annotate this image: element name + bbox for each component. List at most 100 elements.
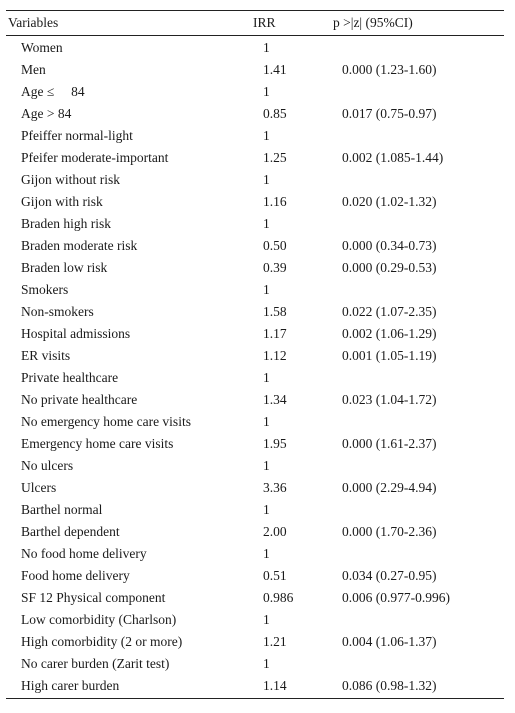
table-row: Braden low risk 0.39 0.000 (0.29-0.53) — [6, 257, 504, 279]
variable-cell: SF 12 Physical component — [21, 590, 166, 605]
table-row: No food home delivery 1 — [6, 543, 504, 565]
table-header-rule — [6, 35, 504, 36]
table-row: Age ≤ 84 1 — [6, 81, 504, 103]
p-value-cell: 0.006 (0.977-0.996) — [342, 590, 450, 605]
header-variables: Variables — [8, 15, 59, 30]
irr-cell: 1 — [263, 84, 270, 99]
table-header-row: Variables IRR p >|z| (95%CI) — [6, 11, 504, 35]
irr-cell: 1 — [263, 370, 270, 385]
table-row: No emergency home care visits 1 — [6, 411, 504, 433]
variable-cell: Private healthcare — [21, 370, 119, 385]
table-row: Barthel normal 1 — [6, 499, 504, 521]
irr-cell: 0.986 — [263, 590, 294, 605]
variable-cell: Age ≤ 84 — [21, 84, 85, 99]
p-value-cell: 0.023 (1.04-1.72) — [342, 392, 437, 407]
irr-cell: 1 — [263, 172, 270, 187]
variable-cell: Hospital admissions — [21, 326, 131, 341]
irr-cell: 1 — [263, 502, 270, 517]
variable-cell: No ulcers — [21, 458, 74, 473]
irr-cell: 1.95 — [263, 436, 287, 451]
p-value-cell: 0.086 (0.98-1.32) — [342, 678, 437, 693]
irr-cell: 1.16 — [263, 194, 287, 209]
variable-cell: Barthel dependent — [21, 524, 120, 539]
table-row: Pfeifer moderate-important 1.25 0.002 (1.0… — [6, 147, 504, 169]
table-row: No carer burden (Zarit test) 1 — [6, 653, 504, 675]
irr-cell: 1 — [263, 656, 270, 671]
p-value-cell: 0.020 (1.02-1.32) — [342, 194, 437, 209]
table-row: Hospital admissions 1.17 0.002 (1.06-1.29) — [6, 323, 504, 345]
p-value-cell: 0.004 (1.06-1.37) — [342, 634, 437, 649]
table-row: No private healthcare 1.34 0.023 (1.04-1.7… — [6, 389, 504, 411]
header-irr: IRR — [253, 15, 276, 30]
table-row: Private healthcare 1 — [6, 367, 504, 389]
variable-cell: Smokers — [21, 282, 69, 297]
irr-cell: 2.00 — [263, 524, 287, 539]
irr-cell: 1.21 — [263, 634, 287, 649]
results-table: Variables IRR p >|z| (95%CI) Women 1 Men 1.… — [6, 10, 504, 699]
irr-cell: 1 — [263, 40, 270, 55]
irr-cell: 1.17 — [263, 326, 287, 341]
variable-cell: Low comorbidity (Charlson) — [21, 612, 177, 627]
table-row: High comorbidity (2 or more) 1.21 0.004 (1… — [6, 631, 504, 653]
irr-cell: 0.50 — [263, 238, 287, 253]
variable-cell: Braden low risk — [21, 260, 108, 275]
p-value-cell: 0.000 (0.34-0.73) — [342, 238, 437, 253]
variable-cell: Age > 84 — [21, 106, 72, 121]
variable-cell: Gijon with risk — [21, 194, 103, 209]
table-row: Women 1 — [6, 37, 504, 59]
irr-cell: 0.39 — [263, 260, 287, 275]
irr-cell: 3.36 — [263, 480, 287, 495]
irr-cell: 1.34 — [263, 392, 287, 407]
table-bottom-rule — [6, 698, 504, 699]
table-row: Braden high risk 1 — [6, 213, 504, 235]
variable-cell: Pfeifer moderate-important — [21, 150, 169, 165]
table-row: Pfeiffer normal-light 1 — [6, 125, 504, 147]
irr-cell: 1.41 — [263, 62, 287, 77]
variable-cell: Food home delivery — [21, 568, 130, 583]
variable-cell: Braden moderate risk — [21, 238, 138, 253]
variable-cell: Ulcers — [21, 480, 57, 495]
irr-cell: 1 — [263, 546, 270, 561]
table-row: Smokers 1 — [6, 279, 504, 301]
table-row: Gijon with risk 1.16 0.020 (1.02-1.32) — [6, 191, 504, 213]
table-row: Men 1.41 0.000 (1.23-1.60) — [6, 59, 504, 81]
p-value-cell: 0.001 (1.05-1.19) — [342, 348, 437, 363]
variable-cell: Barthel normal — [21, 502, 103, 517]
table-row: Low comorbidity (Charlson) 1 — [6, 609, 504, 631]
header-p-value: p >|z| (95%CI) — [333, 15, 413, 30]
variable-cell: Pfeiffer normal-light — [21, 128, 133, 143]
p-value-cell: 0.017 (0.75-0.97) — [342, 106, 437, 121]
irr-cell: 1 — [263, 612, 270, 627]
table-row: Barthel dependent 2.00 0.000 (1.70-2.36) — [6, 521, 504, 543]
p-value-cell: 0.034 (0.27-0.95) — [342, 568, 437, 583]
irr-cell: 1 — [263, 458, 270, 473]
table-row: Braden moderate risk 0.50 0.000 (0.34-0.73… — [6, 235, 504, 257]
variable-cell: No food home delivery — [21, 546, 147, 561]
irr-cell: 1.12 — [263, 348, 287, 363]
table-row: ER visits 1.12 0.001 (1.05-1.19) — [6, 345, 504, 367]
irr-cell: 0.51 — [263, 568, 287, 583]
table-top-rule — [6, 10, 504, 11]
variable-cell: Non-smokers — [21, 304, 94, 319]
p-value-cell: 0.022 (1.07-2.35) — [342, 304, 437, 319]
variable-cell: High comorbidity (2 or more) — [21, 634, 183, 649]
variable-cell: High carer burden — [21, 678, 120, 693]
table-row: Gijon without risk 1 — [6, 169, 504, 191]
table-row: High carer burden 1.14 0.086 (0.98-1.32) — [6, 675, 504, 697]
table-row: Ulcers 3.36 0.000 (2.29-4.94) — [6, 477, 504, 499]
p-value-cell: 0.000 (1.70-2.36) — [342, 524, 437, 539]
table-row: Food home delivery 0.51 0.034 (0.27-0.95) — [6, 565, 504, 587]
variable-cell: ER visits — [21, 348, 71, 363]
variable-cell: Gijon without risk — [21, 172, 121, 187]
variable-cell: Emergency home care visits — [21, 436, 174, 451]
table-row: Age > 84 0.85 0.017 (0.75-0.97) — [6, 103, 504, 125]
variable-cell: No private healthcare — [21, 392, 138, 407]
irr-cell: 1.58 — [263, 304, 287, 319]
irr-cell: 1 — [263, 282, 270, 297]
irr-cell: 1 — [263, 216, 270, 231]
table-row: No ulcers 1 — [6, 455, 504, 477]
variable-cell: Braden high risk — [21, 216, 111, 231]
p-value-cell: 0.000 (2.29-4.94) — [342, 480, 437, 495]
table-row: Emergency home care visits 1.95 0.000 (1.6… — [6, 433, 504, 455]
variable-cell: No emergency home care visits — [21, 414, 191, 429]
